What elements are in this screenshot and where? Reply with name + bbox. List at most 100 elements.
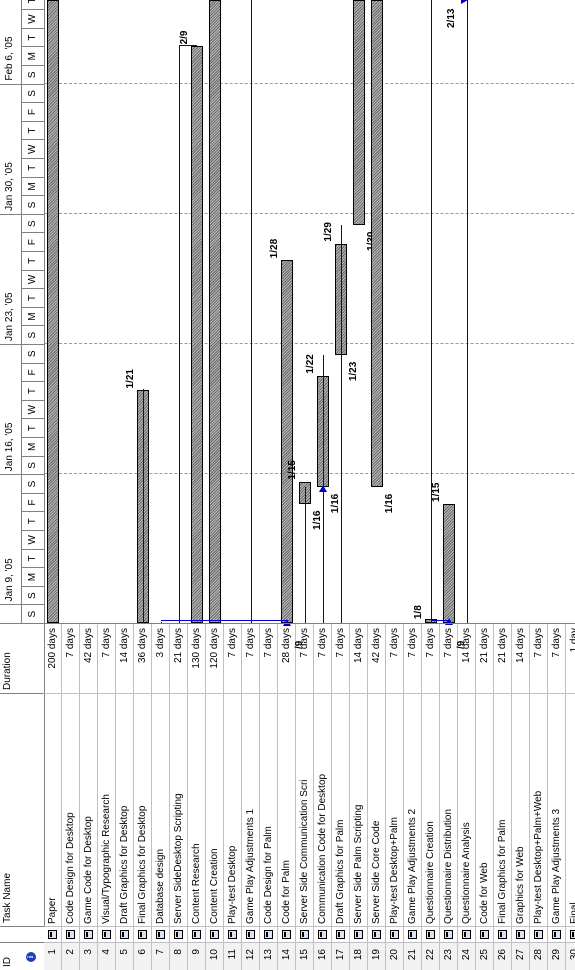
- task-name[interactable]: Draft Graphics for Desktop: [116, 693, 134, 926]
- task-name[interactable]: Server Side Core Code: [368, 693, 386, 926]
- task-duration[interactable]: 42 days: [368, 623, 386, 693]
- task-id[interactable]: 18: [350, 942, 368, 970]
- task-indicator[interactable]: [44, 926, 62, 942]
- task-indicator[interactable]: [170, 926, 188, 942]
- task-indicator[interactable]: [152, 926, 170, 942]
- task-duration[interactable]: 21 days: [494, 623, 512, 693]
- task-name[interactable]: Graphics for Web: [512, 693, 530, 926]
- task-duration[interactable]: 14 days: [116, 623, 134, 693]
- column-header-task-name[interactable]: Task Name: [0, 693, 44, 926]
- dependency-link[interactable]: [431, 620, 449, 622]
- task-name[interactable]: Draft Graphics for Palm: [332, 693, 350, 926]
- task-indicator[interactable]: [296, 926, 314, 942]
- task-duration[interactable]: 7 days: [224, 623, 242, 693]
- task-duration[interactable]: 7 days: [62, 623, 80, 693]
- task-id[interactable]: 25: [476, 942, 494, 970]
- task-indicator[interactable]: [80, 926, 98, 942]
- task-indicator[interactable]: [476, 926, 494, 942]
- task-name[interactable]: Code for Web: [476, 693, 494, 926]
- task-indicator[interactable]: [530, 926, 548, 942]
- task-name[interactable]: Code Design for Desktop: [62, 693, 80, 926]
- task-name[interactable]: Play-test Desktop+Palm+Web: [530, 693, 548, 926]
- task-id[interactable]: 15: [296, 942, 314, 970]
- task-duration[interactable]: 1 day: [566, 623, 575, 693]
- task-name[interactable]: Code Design for Palm: [260, 693, 278, 926]
- task-indicator[interactable]: [206, 926, 224, 942]
- dependency-link[interactable]: [179, 45, 197, 47]
- task-bar[interactable]: [191, 46, 203, 623]
- task-indicator[interactable]: [134, 926, 152, 942]
- task-name[interactable]: Server Side Palm Scripting: [350, 693, 368, 926]
- dependency-link[interactable]: [431, 0, 432, 623]
- task-id[interactable]: 22: [422, 942, 440, 970]
- task-id[interactable]: 13: [260, 942, 278, 970]
- task-duration[interactable]: 7 days: [548, 623, 566, 693]
- task-indicator[interactable]: [566, 926, 575, 942]
- task-id[interactable]: 17: [332, 942, 350, 970]
- task-indicator[interactable]: [224, 926, 242, 942]
- task-duration[interactable]: 28 days: [278, 623, 296, 693]
- task-name[interactable]: Database design: [152, 693, 170, 926]
- task-indicator[interactable]: [350, 926, 368, 942]
- task-indicator[interactable]: [260, 926, 278, 942]
- task-indicator[interactable]: [314, 926, 332, 942]
- task-id[interactable]: 28: [530, 942, 548, 970]
- task-indicator[interactable]: [440, 926, 458, 942]
- task-duration[interactable]: 7 days: [530, 623, 548, 693]
- task-name[interactable]: Visual/Typographic Research: [98, 693, 116, 926]
- task-duration[interactable]: 7 days: [440, 623, 458, 693]
- task-name[interactable]: Game Play Adjustments 3: [548, 693, 566, 926]
- task-id[interactable]: 7: [152, 942, 170, 970]
- task-name[interactable]: Play-test Desktop: [224, 693, 242, 926]
- task-indicator[interactable]: [404, 926, 422, 942]
- task-bar[interactable]: [371, 0, 383, 488]
- task-name[interactable]: Code for Palm: [278, 693, 296, 926]
- task-duration[interactable]: 7 days: [386, 623, 404, 693]
- task-name[interactable]: Final Graphics for Palm: [494, 693, 512, 926]
- task-indicator[interactable]: [458, 926, 476, 942]
- task-id[interactable]: 10: [206, 942, 224, 970]
- task-duration[interactable]: 3 days: [152, 623, 170, 693]
- task-duration[interactable]: 7 days: [98, 623, 116, 693]
- task-name[interactable]: Server Side Communication Scri: [296, 693, 314, 926]
- task-indicator[interactable]: [494, 926, 512, 942]
- task-id[interactable]: 8: [170, 942, 188, 970]
- task-id[interactable]: 12: [242, 942, 260, 970]
- table-chart-divider[interactable]: [0, 623, 575, 624]
- task-id[interactable]: 5: [116, 942, 134, 970]
- task-id[interactable]: 16: [314, 942, 332, 970]
- task-duration[interactable]: 200 days: [44, 623, 62, 693]
- column-header-id[interactable]: ID i: [0, 942, 44, 970]
- task-indicator[interactable]: [512, 926, 530, 942]
- task-duration[interactable]: 42 days: [80, 623, 98, 693]
- task-id[interactable]: 14: [278, 942, 296, 970]
- task-name[interactable]: Questionnaire Analysis: [458, 693, 476, 926]
- dependency-link[interactable]: [179, 46, 180, 623]
- task-duration[interactable]: 21 days: [476, 623, 494, 693]
- task-name[interactable]: Communication Code for Desktop: [314, 693, 332, 926]
- dependency-link[interactable]: [143, 388, 144, 623]
- task-indicator[interactable]: [188, 926, 206, 942]
- task-indicator[interactable]: [422, 926, 440, 942]
- task-name[interactable]: Game Play Adjustments 2: [404, 693, 422, 926]
- task-bar[interactable]: [209, 0, 221, 623]
- task-id[interactable]: 4: [98, 942, 116, 970]
- task-id[interactable]: 21: [404, 942, 422, 970]
- dependency-link[interactable]: [323, 355, 324, 623]
- task-indicator[interactable]: [98, 926, 116, 942]
- task-indicator[interactable]: [62, 926, 80, 942]
- column-header-indicators[interactable]: [0, 926, 44, 942]
- task-name[interactable]: Game Play Adjustments 1: [242, 693, 260, 926]
- task-duration[interactable]: 36 days: [134, 623, 152, 693]
- task-duration[interactable]: 14 days: [512, 623, 530, 693]
- dependency-link[interactable]: [251, 0, 252, 623]
- task-duration[interactable]: 14 days: [458, 623, 476, 693]
- task-id[interactable]: 29: [548, 942, 566, 970]
- task-name[interactable]: Final Graphics for Desktop: [134, 693, 152, 926]
- task-indicator[interactable]: [386, 926, 404, 942]
- task-bar[interactable]: [47, 0, 59, 623]
- task-id[interactable]: 3: [80, 942, 98, 970]
- task-id[interactable]: 1: [44, 942, 62, 970]
- task-indicator[interactable]: [278, 926, 296, 942]
- task-duration[interactable]: 7 days: [404, 623, 422, 693]
